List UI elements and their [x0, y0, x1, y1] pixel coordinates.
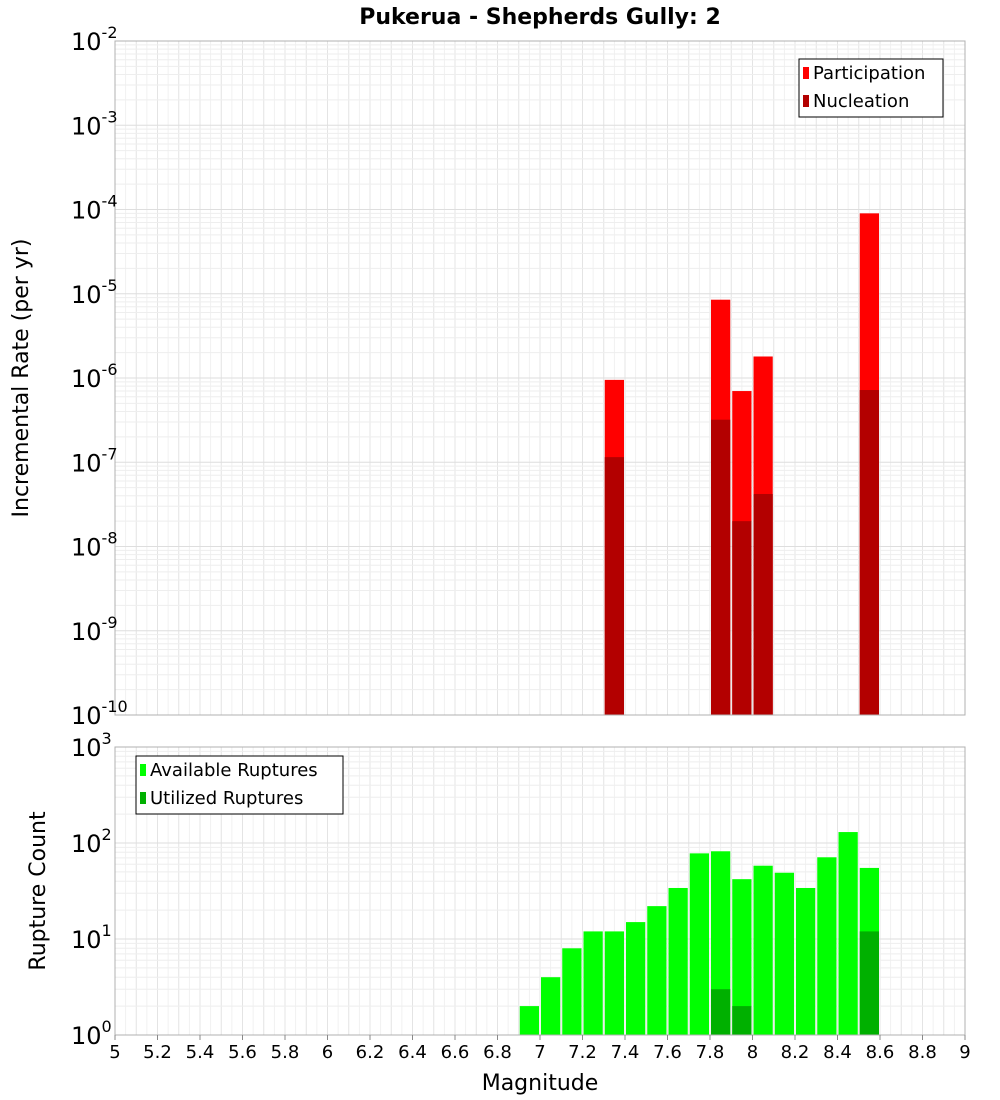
x-tick-label: 6.6 — [441, 1042, 470, 1063]
x-tick-label: 7.4 — [611, 1042, 640, 1063]
y-tick-label: 103 — [71, 729, 112, 762]
bar-nucleation — [732, 521, 752, 715]
x-tick-label: 8 — [747, 1042, 758, 1063]
y-tick-label: 10-7 — [71, 444, 118, 477]
legend-label: Nucleation — [813, 91, 909, 112]
y-tick-label: 10-3 — [71, 107, 118, 140]
x-tick-label: 7.8 — [696, 1042, 725, 1063]
bar-nucleation — [711, 419, 731, 715]
y-tick-label: 102 — [71, 825, 112, 858]
bar-available-ruptures — [838, 832, 858, 1035]
bar-available-ruptures — [711, 851, 731, 1035]
bar-available-ruptures — [562, 948, 582, 1035]
x-tick-label: 5.8 — [271, 1042, 300, 1063]
bar-utilized-ruptures — [732, 1006, 752, 1035]
chart-title: Pukerua - Shepherds Gully: 2 — [359, 5, 721, 30]
legend-box — [135, 755, 344, 815]
bar-available-ruptures — [817, 857, 837, 1035]
legend-label: Utilized Ruptures — [150, 788, 303, 809]
y-tick-label: 10-6 — [71, 360, 118, 393]
x-tick-label: 6.8 — [483, 1042, 512, 1063]
bar-available-ruptures — [519, 1006, 539, 1035]
bar-nucleation — [859, 390, 879, 715]
legend-label: Participation — [813, 63, 925, 84]
y-tick-label: 10-8 — [71, 529, 118, 562]
bar-available-ruptures — [541, 977, 561, 1035]
y-axis-title: Incremental Rate (per yr) — [9, 239, 34, 518]
x-tick-label: 5.2 — [143, 1042, 172, 1063]
x-tick-label: 8.8 — [908, 1042, 937, 1063]
legend-label: Available Ruptures — [150, 760, 318, 781]
bar-available-ruptures — [604, 931, 624, 1035]
y-axis-title: Rupture Count — [26, 811, 51, 971]
bar-nucleation — [753, 493, 773, 715]
legend-swatch — [140, 792, 146, 804]
bar-available-ruptures — [668, 887, 688, 1035]
x-tick-label: 6.4 — [398, 1042, 427, 1063]
legend-box — [798, 58, 944, 118]
x-axis-title: Magnitude — [482, 1071, 599, 1096]
legend-swatch — [140, 764, 146, 776]
x-tick-label: 7.6 — [653, 1042, 682, 1063]
y-tick-label: 10-2 — [71, 23, 118, 56]
y-tick-label: 100 — [71, 1017, 112, 1050]
x-tick-label: 6 — [322, 1042, 333, 1063]
y-tick-label: 10-9 — [71, 613, 118, 646]
bar-nucleation — [604, 457, 624, 715]
x-tick-label: 8.2 — [781, 1042, 810, 1063]
bar-available-ruptures — [732, 879, 752, 1035]
plot-frame-0 — [114, 40, 966, 716]
x-tick-label: 8.6 — [866, 1042, 895, 1063]
bar-utilized-ruptures — [859, 931, 879, 1035]
x-tick-label: 6.2 — [356, 1042, 385, 1063]
x-tick-label: 7 — [534, 1042, 545, 1063]
x-tick-label: 5.6 — [228, 1042, 257, 1063]
bar-available-ruptures — [583, 931, 603, 1035]
bar-available-ruptures — [647, 906, 667, 1035]
legend-swatch — [803, 67, 809, 79]
bar-available-ruptures — [796, 887, 816, 1035]
bar-available-ruptures — [753, 865, 773, 1035]
y-tick-label: 10-4 — [71, 192, 118, 225]
y-tick-label: 101 — [71, 921, 112, 954]
bar-available-ruptures — [689, 853, 709, 1035]
y-tick-label: 10-10 — [71, 697, 128, 730]
x-tick-label: 5.4 — [186, 1042, 215, 1063]
x-tick-label: 8.4 — [823, 1042, 852, 1063]
bar-available-ruptures — [626, 922, 646, 1035]
legend-swatch — [803, 95, 809, 107]
bar-available-ruptures — [774, 872, 794, 1035]
x-tick-label: 9 — [959, 1042, 970, 1063]
x-tick-label: 7.2 — [568, 1042, 597, 1063]
x-tick-label: 5 — [109, 1042, 120, 1063]
bar-utilized-ruptures — [711, 989, 731, 1035]
y-tick-label: 10-5 — [71, 276, 118, 309]
